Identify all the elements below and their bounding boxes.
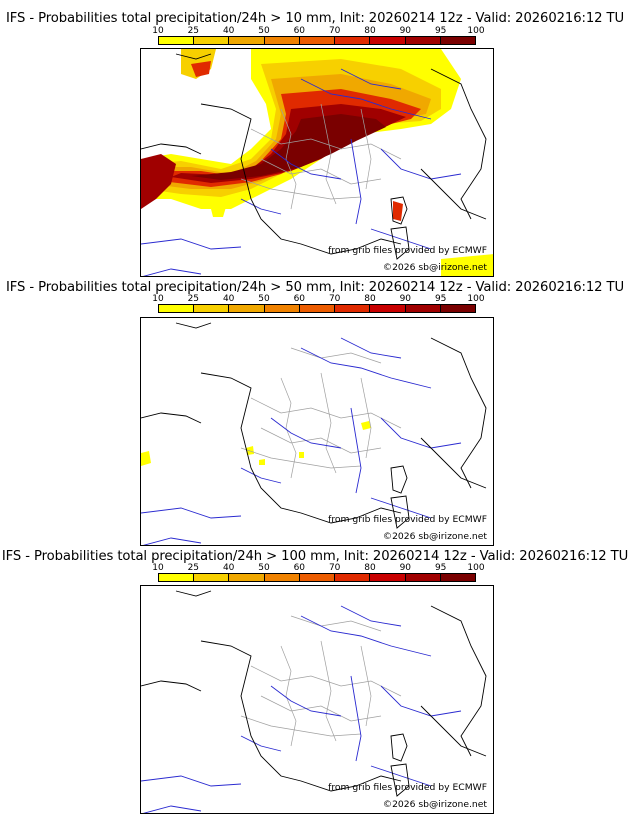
colorbar-swatch [264,305,300,312]
colorbar-tick: 70 [328,26,341,36]
panel-title: IFS - Probabilities total precipitation/… [1,549,629,564]
colorbar-swatch [405,37,441,44]
colorbar-swatch [335,305,371,312]
panel-title: IFS - Probabilities total precipitation/… [5,280,625,295]
colorbar-swatch [194,37,230,44]
colorbar-swatch [440,37,475,44]
copyright: ©2026 sb@irizone.net [382,262,487,273]
colorbar-swatch [335,37,371,44]
rivers [141,68,462,276]
colorbar-swatch [370,574,406,581]
precip-shading [141,421,371,466]
panel-100mm: IFS - Probabilities total precipitation/… [0,546,630,828]
colorbar-tick: 25 [187,294,200,304]
colorbar-tick: 90 [399,294,412,304]
colorbar [158,573,476,582]
colorbar-tick: 40 [222,563,235,573]
colorbar-swatch [299,574,336,581]
colorbar [158,304,476,313]
colorbar-swatch [264,574,300,581]
colorbar-tick: 60 [293,294,306,304]
map-canvas [141,49,493,276]
colorbar-labels: 10 25 40 50 60 70 80 90 95 100 [152,563,484,573]
colorbar [158,36,476,45]
colorbar-tick: 25 [187,563,200,573]
colorbar-labels: 10 25 40 50 60 70 80 90 95 100 [152,294,484,304]
colorbar-swatch [229,37,265,44]
colorbar-tick: 10 [152,26,164,36]
colorbar-swatch [159,305,195,312]
colorbar-swatch [299,305,336,312]
map-50mm: from grib files provided by ECMWF ©2026 … [140,317,494,546]
colorbar-tick: 10 [152,563,164,573]
colorbar-swatch [405,574,441,581]
colorbar-swatch [264,37,300,44]
admin-boundaries [240,347,402,479]
colorbar-swatch [440,574,475,581]
colorbar-tick: 90 [399,26,412,36]
colorbar-swatch [335,574,371,581]
colorbar-tick: 10 [152,294,164,304]
data-credit: from grib files provided by ECMWF [328,514,487,525]
colorbar-tick: 60 [293,26,306,36]
colorbar-swatch [299,37,336,44]
map-10mm: from grib files provided by ECMWF ©2026 … [140,48,494,277]
colorbar-swatch [159,37,195,44]
colorbar-tick: 90 [399,563,412,573]
colorbar-swatch [194,305,230,312]
colorbar-tick: 50 [258,26,270,36]
colorbar-tick: 50 [258,563,270,573]
data-credit: from grib files provided by ECMWF [328,782,487,793]
coastlines [141,53,487,260]
colorbar-tick: 95 [434,26,447,36]
copyright: ©2026 sb@irizone.net [382,531,487,542]
colorbar-tick: 95 [434,563,447,573]
colorbar-swatch [370,37,406,44]
panel-10mm: IFS - Probabilities total precipitation/… [0,0,630,277]
map-100mm: from grib files provided by ECMWF ©2026 … [140,585,494,814]
colorbar-swatch [440,305,475,312]
precip-shading [141,49,493,276]
rivers [141,605,462,813]
admin-boundaries [240,615,402,747]
colorbar-tick: 70 [328,294,341,304]
colorbar-labels: 10 25 40 50 60 70 80 90 95 100 [152,26,484,36]
data-credit: from grib files provided by ECMWF [328,245,487,256]
colorbar-tick: 40 [222,294,235,304]
map-canvas [141,322,487,545]
colorbar-swatch [159,574,195,581]
colorbar-tick: 80 [364,563,376,573]
coastlines [141,590,487,797]
coastlines [141,322,487,529]
panel-50mm: IFS - Probabilities total precipitation/… [0,276,630,546]
colorbar-swatch [229,574,265,581]
copyright: ©2026 sb@irizone.net [382,799,487,810]
map-canvas [141,590,487,813]
colorbar-tick: 40 [222,26,235,36]
colorbar-tick: 25 [187,26,200,36]
colorbar-tick: 50 [258,294,270,304]
colorbar-tick: 70 [328,563,341,573]
colorbar-tick: 80 [364,294,376,304]
colorbar-tick: 100 [467,26,485,36]
colorbar-swatch [229,305,265,312]
colorbar-tick: 100 [467,294,485,304]
colorbar-tick: 80 [364,26,376,36]
colorbar-swatch [405,305,441,312]
colorbar-tick: 100 [467,563,485,573]
colorbar-swatch [370,305,406,312]
rivers [141,337,462,545]
colorbar-tick: 60 [293,563,306,573]
colorbar-tick: 95 [434,294,447,304]
panel-title: IFS - Probabilities total precipitation/… [5,11,625,26]
admin-boundaries [240,103,402,210]
colorbar-swatch [194,574,230,581]
